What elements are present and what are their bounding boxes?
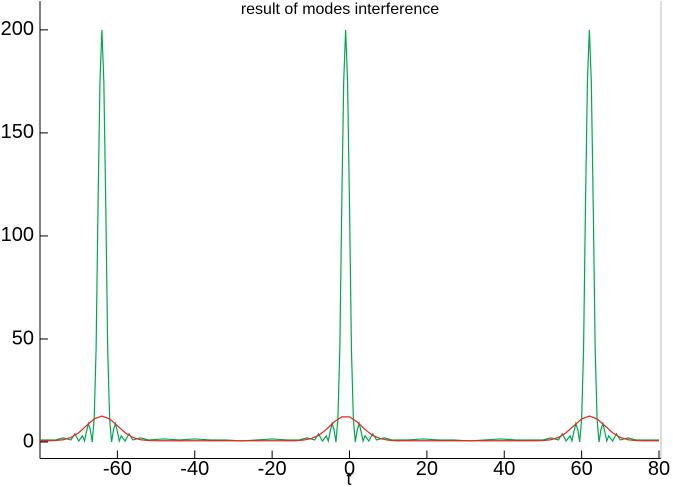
- x-tick-label: 60: [571, 458, 593, 480]
- x-tick-label: 40: [493, 458, 515, 480]
- x-tick-label: -60: [103, 458, 132, 480]
- x-tick-label: -20: [258, 458, 287, 480]
- y-tick-label: 100: [1, 224, 34, 246]
- x-tick-label: 20: [416, 458, 438, 480]
- line-series: [40, 29, 659, 444]
- y-tick-label: 150: [1, 121, 34, 143]
- x-tick-label: 0: [344, 458, 355, 480]
- chart-title: result of modes interference: [241, 1, 439, 18]
- y-tick-label: 200: [1, 18, 34, 40]
- x-tick-label: 80: [648, 458, 670, 480]
- y-tick-label: 0: [23, 430, 34, 452]
- x-tick-label: -40: [180, 458, 209, 480]
- line-series: [40, 415, 659, 442]
- x-axis-label: t: [346, 469, 351, 487]
- y-tick-label: 50: [12, 327, 34, 349]
